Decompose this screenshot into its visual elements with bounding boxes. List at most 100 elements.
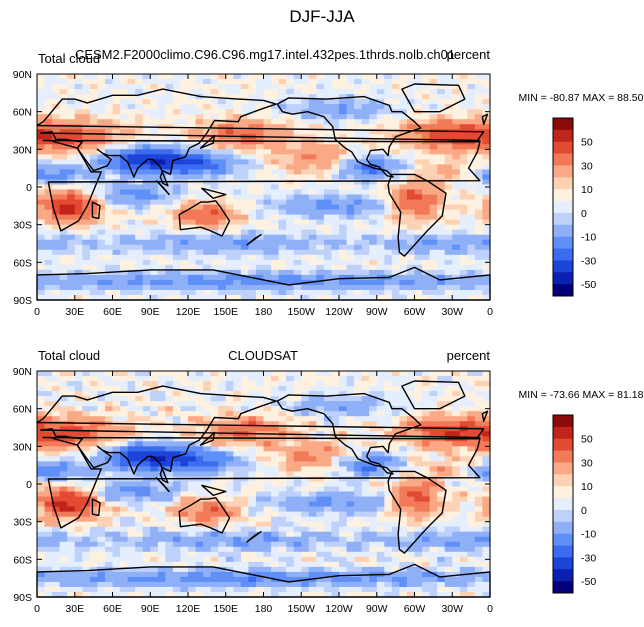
heatmap-cell — [444, 431, 453, 437]
heatmap-cell — [459, 486, 468, 493]
heatmap-cell — [429, 199, 438, 206]
heatmap-cell — [218, 174, 227, 181]
heatmap-cell — [203, 421, 212, 427]
heatmap-cell — [37, 164, 46, 171]
heatmap-cell — [74, 451, 83, 457]
heatmap-cell — [429, 466, 438, 473]
heatmap-cell — [195, 441, 204, 447]
heatmap-cell — [180, 269, 189, 276]
heatmap-cell — [286, 496, 295, 503]
heatmap-cell — [135, 451, 144, 457]
heatmap-cell — [444, 421, 453, 427]
heatmap-cell — [255, 274, 265, 281]
heatmap-cell — [474, 536, 484, 543]
heatmap-cell — [361, 486, 370, 493]
heatmap-cell — [414, 376, 423, 382]
heatmap-cell — [354, 294, 363, 301]
heatmap-cell — [165, 541, 174, 548]
heatmap-cell — [165, 386, 174, 392]
heatmap-cell — [104, 541, 114, 548]
heatmap-cell — [248, 501, 257, 508]
heatmap-cell — [308, 416, 317, 422]
heatmap-cell — [195, 386, 204, 392]
heatmap-cell — [82, 431, 91, 437]
heatmap-cell — [339, 264, 348, 271]
heatmap-cell — [391, 194, 400, 201]
heatmap-cell — [67, 134, 76, 140]
heatmap-cell — [255, 119, 265, 125]
heatmap-cell — [384, 461, 393, 468]
heatmap-cell — [157, 284, 166, 291]
heatmap-cell — [165, 169, 174, 176]
y-tick-label: 90S — [13, 295, 32, 307]
heatmap-cell — [323, 406, 333, 412]
heatmap-cell — [59, 411, 68, 417]
heatmap-cell — [180, 249, 189, 256]
heatmap-cell — [331, 104, 340, 110]
heatmap-cell — [104, 496, 114, 503]
heatmap-cell — [346, 79, 355, 85]
heatmap-cell — [278, 164, 287, 171]
heatmap-cell — [89, 451, 98, 457]
heatmap-cell — [286, 234, 295, 241]
heatmap-cell — [429, 274, 438, 281]
heatmap-cell — [271, 501, 280, 508]
heatmap-cell — [308, 406, 317, 412]
heatmap-cell — [331, 451, 340, 457]
heatmap-cell — [331, 234, 340, 241]
heatmap-cell — [233, 521, 242, 528]
heatmap-cell — [444, 189, 453, 196]
heatmap-cell — [354, 541, 363, 548]
heatmap-cell — [203, 229, 212, 236]
heatmap-cell — [437, 79, 446, 85]
panel-units: percent — [447, 348, 491, 363]
heatmap-cell — [452, 109, 461, 115]
heatmap-cell — [120, 466, 129, 473]
heatmap-cell — [225, 214, 234, 221]
heatmap-cell — [172, 219, 182, 226]
heatmap-cell — [323, 254, 333, 261]
heatmap-cell — [142, 551, 151, 558]
heatmap-cell — [44, 174, 53, 181]
heatmap-cell — [331, 149, 340, 155]
heatmap-cell — [271, 546, 280, 553]
heatmap-cell — [233, 279, 242, 286]
heatmap-cell — [218, 249, 227, 256]
heatmap-cell — [188, 89, 197, 95]
heatmap-cell — [429, 506, 438, 513]
heatmap-cell — [414, 124, 423, 130]
heatmap-cell — [474, 541, 484, 548]
heatmap-cell — [210, 119, 219, 125]
heatmap-cell — [316, 506, 325, 513]
heatmap-cell — [218, 401, 227, 407]
heatmap-cell — [376, 159, 385, 165]
heatmap-cell — [180, 284, 189, 291]
heatmap-cell — [203, 371, 212, 377]
heatmap-cell — [278, 84, 287, 90]
heatmap-cell — [422, 264, 431, 271]
heatmap-cell — [301, 189, 310, 196]
x-tick-label: 0 — [34, 306, 40, 318]
heatmap-cell — [180, 274, 189, 281]
heatmap-cell — [316, 371, 325, 377]
heatmap-cell — [286, 169, 295, 176]
heatmap-cell — [37, 516, 46, 523]
heatmap-cell — [308, 411, 317, 417]
heatmap-cell — [459, 506, 468, 513]
heatmap-cell — [346, 129, 355, 135]
heatmap-cell — [104, 109, 114, 115]
heatmap-cell — [444, 149, 453, 155]
heatmap-cell — [339, 446, 348, 452]
heatmap-cell — [127, 229, 136, 236]
heatmap-cell — [112, 446, 121, 452]
heatmap-cell — [467, 391, 476, 397]
heatmap-cell — [37, 466, 46, 473]
heatmap-cell — [354, 189, 363, 196]
heatmap-cell — [255, 99, 265, 105]
heatmap-cell — [180, 406, 189, 412]
heatmap-cell — [263, 289, 272, 296]
heatmap-cell — [89, 541, 98, 548]
heatmap-cell — [459, 249, 468, 256]
heatmap-cell — [195, 119, 204, 125]
heatmap-cell — [271, 289, 280, 296]
